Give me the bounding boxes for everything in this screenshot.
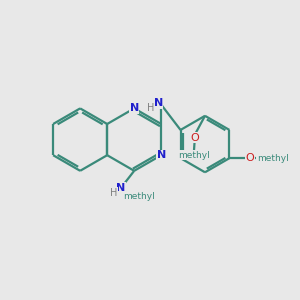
Text: methyl: methyl xyxy=(123,192,154,201)
Text: N: N xyxy=(157,150,166,160)
Text: N: N xyxy=(154,98,163,108)
Text: H: H xyxy=(110,188,117,197)
Text: O: O xyxy=(190,133,199,142)
Text: N: N xyxy=(130,103,139,113)
Text: O: O xyxy=(246,153,255,163)
Text: methyl: methyl xyxy=(257,154,288,163)
Text: methyl: methyl xyxy=(178,151,210,160)
Text: N: N xyxy=(116,183,125,193)
Text: H: H xyxy=(147,103,154,112)
